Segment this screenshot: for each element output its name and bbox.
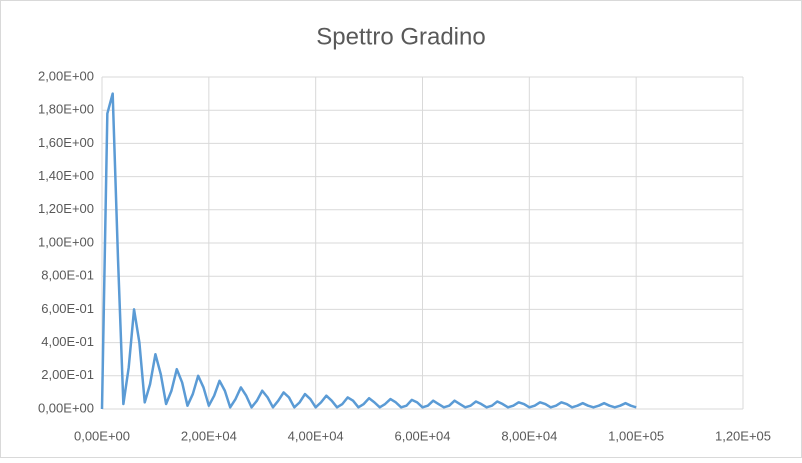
chart-title: Spettro Gradino xyxy=(316,23,485,50)
y-tick-label: 1,60E+00 xyxy=(38,135,94,150)
y-tick-label: 1,00E+00 xyxy=(38,234,94,249)
y-tick-label: 2,00E-01 xyxy=(41,367,94,382)
y-tick-label: 6,00E-01 xyxy=(41,301,94,316)
x-tick-label: 1,00E+05 xyxy=(608,428,664,443)
y-tick-label: 0,00E+00 xyxy=(38,400,94,415)
x-tick-label: 0,00E+00 xyxy=(74,428,130,443)
y-tick-label: 1,40E+00 xyxy=(38,168,94,183)
x-tick-label: 6,00E+04 xyxy=(394,428,450,443)
y-tick-label: 1,80E+00 xyxy=(38,102,94,117)
y-tick-label: 8,00E-01 xyxy=(41,268,94,283)
y-tick-label: 4,00E-01 xyxy=(41,334,94,349)
x-tick-label: 4,00E+04 xyxy=(288,428,344,443)
x-tick-label: 1,20E+05 xyxy=(715,428,771,443)
series-line xyxy=(100,92,637,410)
x-tick-label: 8,00E+04 xyxy=(501,428,557,443)
x-tick-label: 2,00E+04 xyxy=(181,428,237,443)
y-tick-label: 1,20E+00 xyxy=(38,201,94,216)
y-tick-label: 2,00E+00 xyxy=(38,68,94,83)
